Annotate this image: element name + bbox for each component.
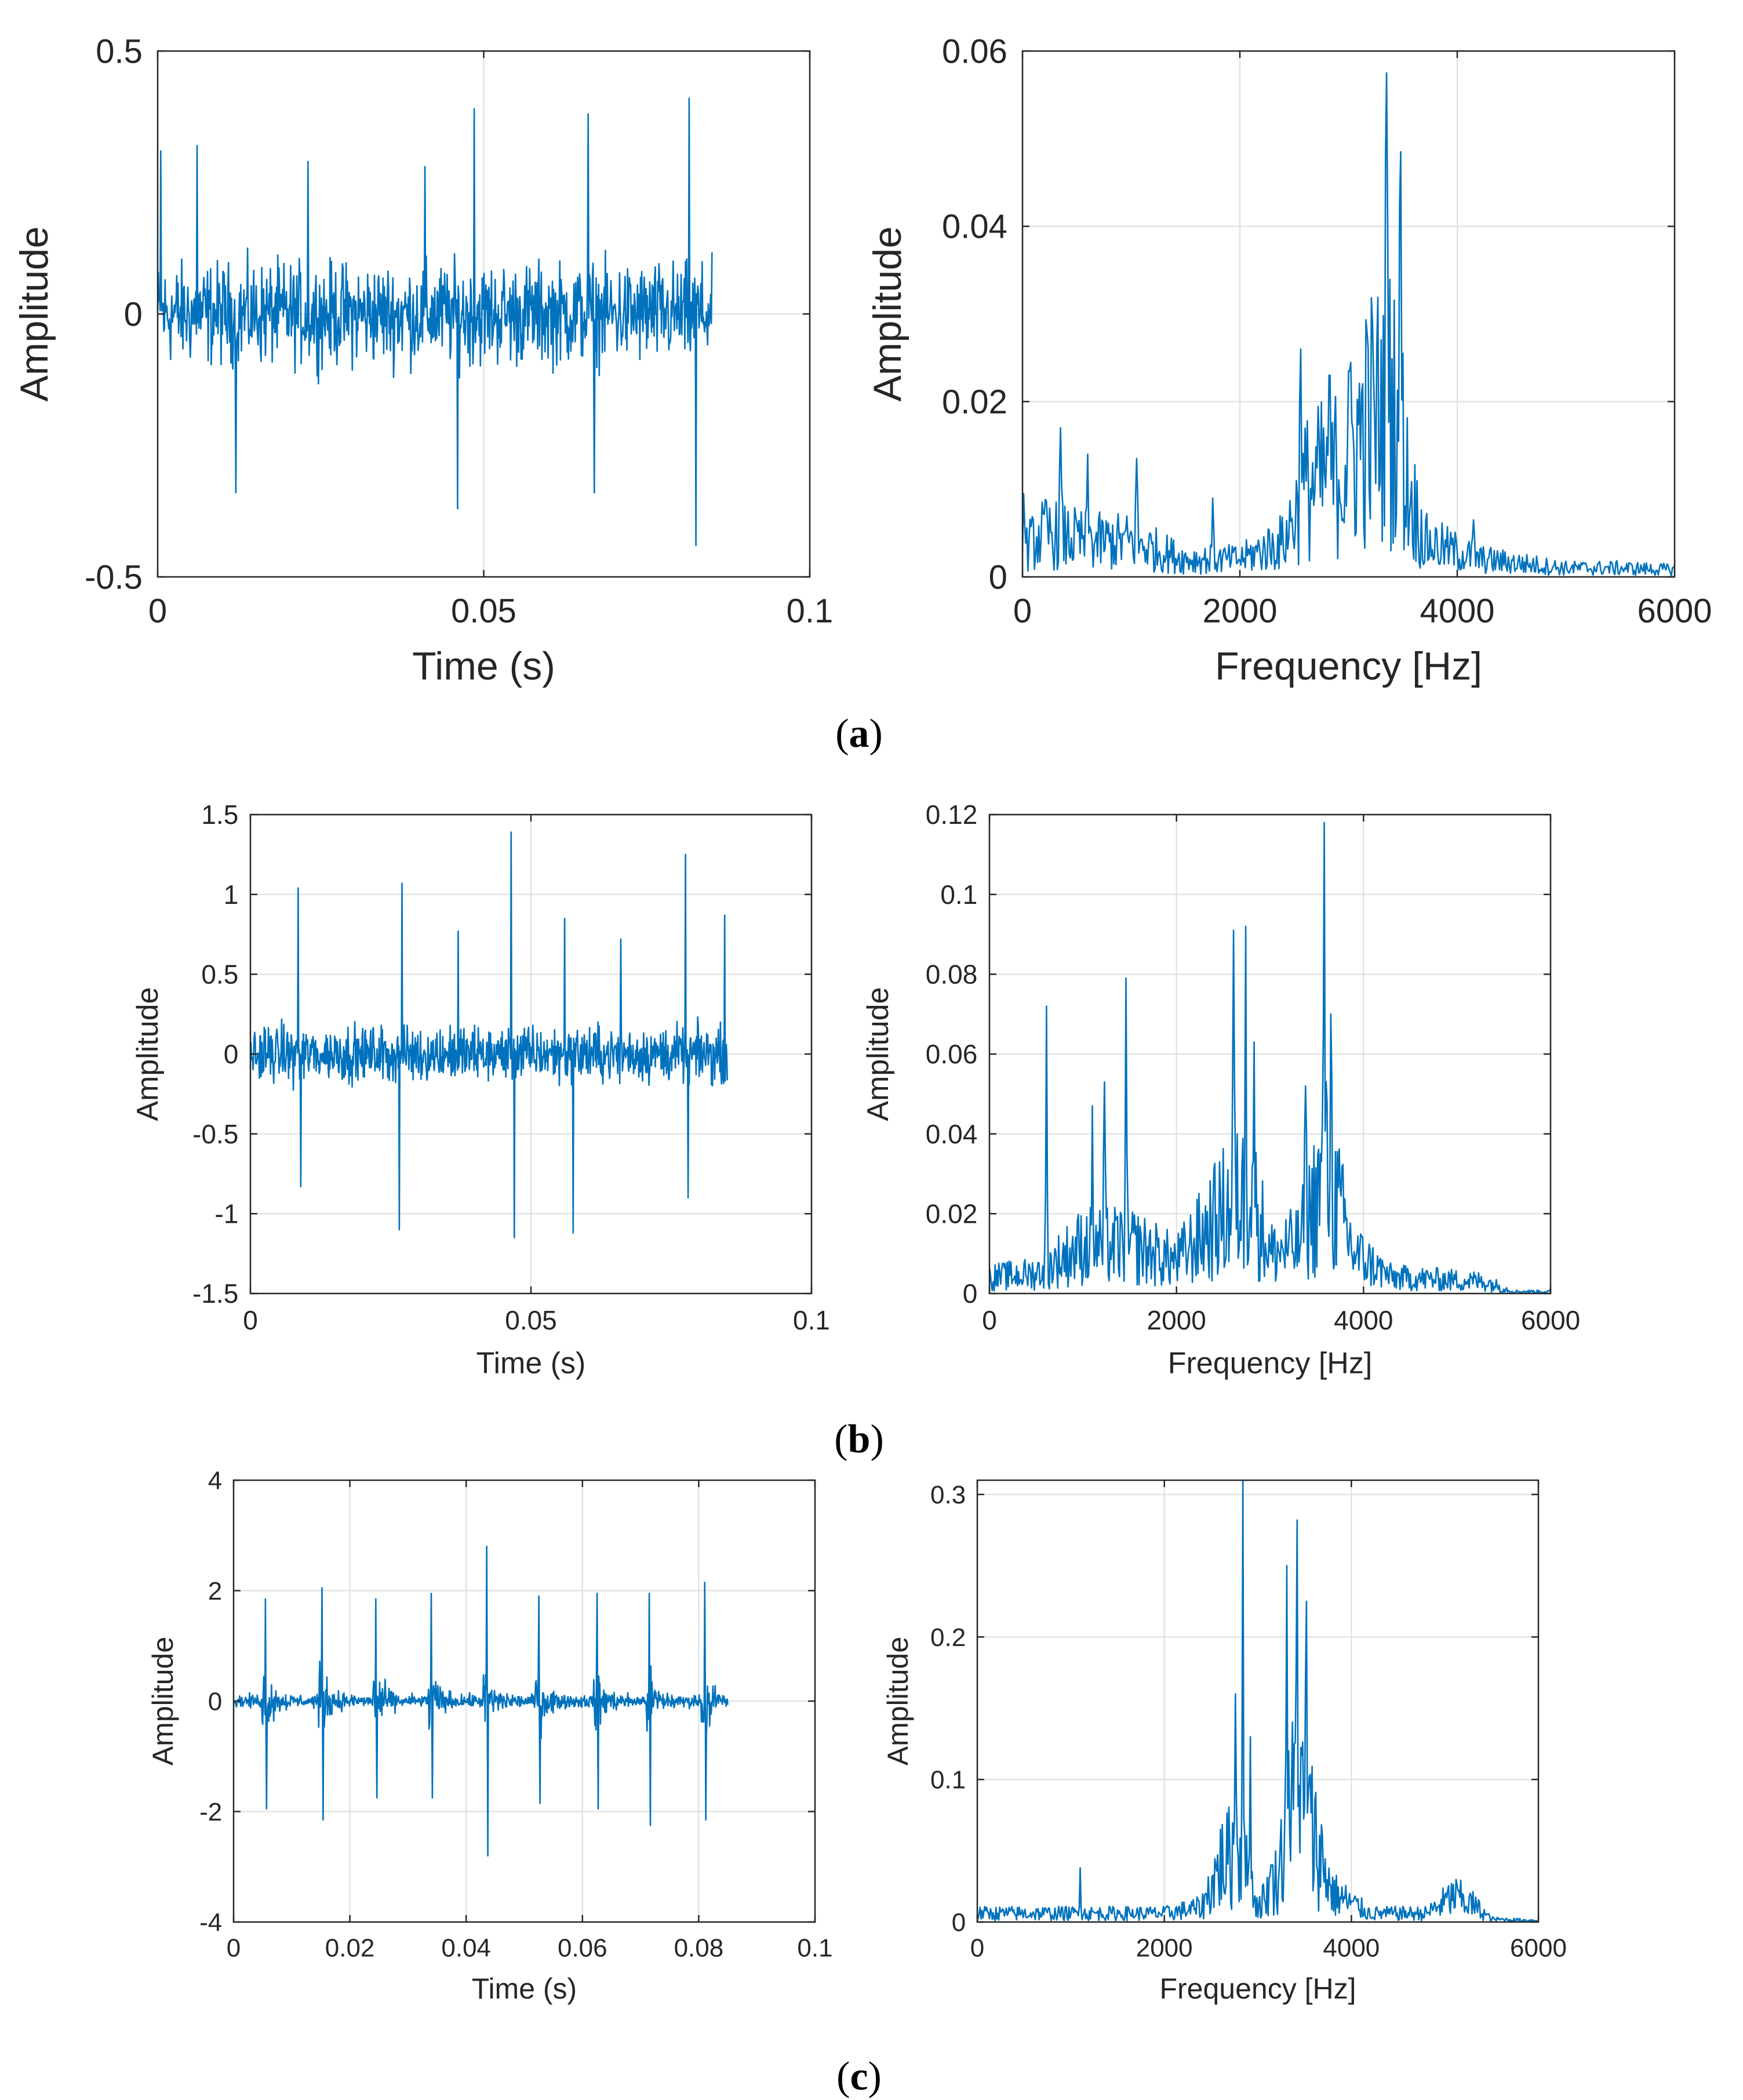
y-tick-label: -0.5 — [192, 1119, 238, 1149]
x-tick-label: 0.08 — [674, 1934, 724, 1962]
series-line — [157, 97, 713, 546]
y-tick-label: -0.5 — [85, 558, 143, 596]
series-line — [232, 1546, 729, 1856]
x-tick-label: 6000 — [1521, 1305, 1580, 1335]
x-tick-label: 0.06 — [558, 1934, 607, 1962]
y-tick-label: 0.12 — [926, 800, 978, 830]
y-axis-label: Amplitude — [147, 1637, 179, 1765]
caption-b: (b) — [834, 1417, 884, 1462]
y-tick-label: -1 — [214, 1198, 238, 1229]
x-axis-label: Frequency [Hz] — [1168, 1347, 1373, 1380]
y-tick-label: 0.5 — [201, 959, 238, 989]
y-tick-label: 2 — [208, 1577, 222, 1605]
x-axis-label: Time (s) — [412, 644, 555, 688]
y-tick-label: 0.04 — [942, 208, 1007, 246]
y-tick-label: 0 — [124, 296, 143, 333]
series-line — [988, 822, 1551, 1294]
chart-b-spectrum: 0 2000 4000 6000 0 0.02 0.04 0.06 0.08 0.1 0.12 Fre… — [861, 800, 1580, 1380]
x-axis-label: Frequency [Hz] — [1215, 644, 1482, 688]
x-tick-label: 0.02 — [325, 1934, 375, 1962]
x-tick-label: 0 — [148, 592, 167, 630]
y-tick-label: 0 — [224, 1039, 239, 1069]
y-axis-label: Amplitude — [12, 226, 56, 401]
x-tick-label: 0.05 — [451, 592, 516, 630]
y-tick-label: 0 — [952, 1908, 966, 1936]
y-axis-label: Amplitude — [131, 987, 165, 1121]
x-tick-label: 0.04 — [441, 1934, 491, 1962]
x-tick-label: 2000 — [1136, 1934, 1193, 1962]
x-tick-label: 6000 — [1637, 592, 1712, 630]
chart-c-time: 0 0.02 0.04 0.06 0.08 0.1 -4 -2 0 2 4 Time (s) Ampli… — [147, 1466, 833, 2005]
y-tick-label: -1.5 — [192, 1278, 238, 1309]
x-tick-label: 2000 — [1202, 592, 1277, 630]
y-tick-label: 0.02 — [926, 1198, 978, 1229]
y-tick-label: 0.06 — [926, 1039, 978, 1069]
y-tick-label: 0 — [208, 1687, 222, 1716]
y-tick-label: 1 — [224, 880, 239, 910]
y-tick-label: 0.5 — [96, 32, 143, 70]
series-line — [249, 831, 729, 1238]
chart-b-time: 0 0.05 0.1 -1.5 -1 -0.5 0 0.5 1 1.5 Time (s) Amplit… — [131, 800, 830, 1380]
x-tick-label: 6000 — [1510, 1934, 1567, 1962]
y-tick-label: 0.02 — [942, 383, 1007, 421]
y-tick-label: 0.04 — [926, 1119, 978, 1149]
axes-box — [976, 1479, 1540, 1923]
y-tick-label: 0 — [989, 558, 1007, 596]
axes-box — [1021, 50, 1676, 578]
chart-c-spectrum: 0 2000 4000 6000 0 0.1 0.2 0.3 Frequency [Hz] Amp… — [882, 1479, 1567, 2005]
y-tick-label: 0.1 — [940, 880, 977, 910]
x-tick-label: 2000 — [1147, 1305, 1206, 1335]
y-axis-label: Amplitude — [865, 226, 909, 401]
x-tick-label: 0.1 — [793, 1305, 830, 1335]
chart-a-spectrum: 0 2000 4000 6000 0 0.02 0.04 0.06 Frequency [Hz]… — [865, 32, 1712, 688]
x-tick-label: 0 — [970, 1934, 984, 1962]
y-tick-label: 0.1 — [930, 1766, 966, 1794]
y-tick-label: 0 — [963, 1278, 978, 1309]
x-tick-label: 0 — [982, 1305, 997, 1335]
x-axis-label: Time (s) — [472, 1972, 577, 2005]
y-tick-label: -4 — [199, 1908, 222, 1936]
y-axis-label: Amplitude — [882, 1637, 914, 1765]
x-tick-label: 0.05 — [505, 1305, 557, 1335]
caption-c: (c) — [836, 2054, 882, 2099]
y-tick-label: 0.08 — [926, 959, 978, 989]
series-line — [976, 1479, 1539, 1923]
y-axis-label: Amplitude — [861, 987, 895, 1121]
x-axis-label: Frequency [Hz] — [1159, 1972, 1356, 2005]
y-tick-label: 4 — [208, 1466, 222, 1495]
x-tick-label: 0 — [227, 1934, 241, 1962]
x-tick-label: 4000 — [1334, 1305, 1393, 1335]
series-line — [1021, 72, 1676, 577]
x-tick-label: 4000 — [1323, 1934, 1380, 1962]
x-tick-label: 0 — [1013, 592, 1032, 630]
x-tick-label: 0.1 — [797, 1934, 832, 1962]
y-tick-label: 0.3 — [930, 1481, 966, 1509]
y-tick-label: 0.06 — [942, 32, 1007, 70]
x-tick-label: 0 — [243, 1305, 258, 1335]
caption-a: (a) — [835, 711, 883, 756]
y-tick-label: 1.5 — [201, 800, 238, 830]
x-axis-label: Time (s) — [476, 1347, 586, 1380]
x-tick-label: 0.1 — [787, 592, 834, 630]
x-tick-label: 4000 — [1420, 592, 1494, 630]
y-tick-label: -2 — [199, 1798, 222, 1826]
y-tick-label: 0.2 — [930, 1623, 966, 1652]
